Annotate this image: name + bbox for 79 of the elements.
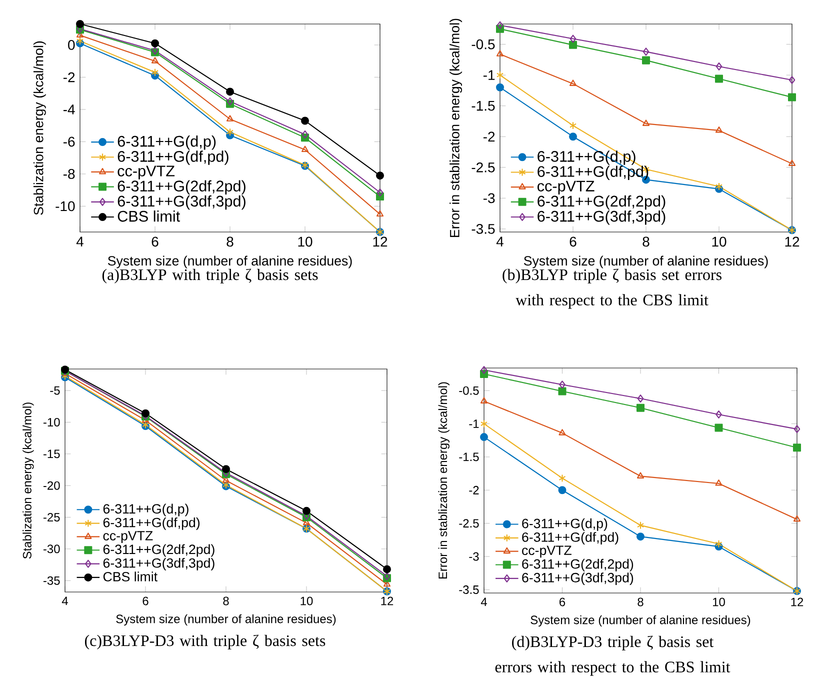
x-tick-label: 8 — [642, 236, 650, 247]
y-tick-label: -0.5 — [459, 386, 479, 395]
y-tick-label: -3.5 — [472, 224, 495, 234]
x-tick-label: 4 — [480, 598, 487, 606]
y-axis-title: Error in stablization energy (kcal/mol) — [438, 382, 450, 579]
y-tick-label: -6 — [63, 136, 75, 147]
legend-label: 6-311++G(2df,2pd) — [118, 180, 246, 195]
legend-label: 6-311++G(d,p) — [118, 135, 216, 150]
y-tick-label: -1.5 — [459, 452, 479, 462]
legend-label: 6-311++G(d,p) — [522, 518, 608, 531]
y-axis-title: Stablization energy (kcal/mol) — [33, 41, 46, 215]
y-tick-label: -25 — [43, 513, 60, 522]
legend-label: 6-311++G(2df,2pd) — [538, 195, 666, 210]
legend-label: 6-311++G(3df,3pd) — [118, 195, 246, 210]
text: (b)B3LYP triple ζ basis set errors with respect to the CBS limit — [502, 268, 722, 309]
x-tick-label: 4 — [76, 236, 84, 246]
x-tick-label: 4 — [496, 236, 504, 246]
y-tick-label: 0 — [68, 40, 75, 50]
x-tick-label: 12 — [785, 236, 800, 246]
x-tick-label: 12 — [791, 598, 804, 606]
y-tick-label: -20 — [43, 481, 60, 490]
y-tick-label: -35 — [43, 576, 60, 585]
x-tick-label: 6 — [152, 236, 158, 247]
legend-label: cc-pVTZ — [538, 180, 594, 195]
y-tick-label: -1.5 — [472, 100, 495, 111]
legend-label: 6-311++G(df,pd) — [118, 150, 228, 165]
y-tick-label: -5 — [50, 386, 60, 395]
y-tick-label: -8 — [63, 169, 75, 179]
x-axis-title: System size (number of alanine residues) — [108, 256, 352, 268]
legend-label: 6-311++G(3df,3pd) — [103, 558, 214, 570]
y-tick-label: -10 — [56, 201, 75, 212]
y-tick-label: -3 — [469, 552, 479, 561]
x-tick-label: 8 — [638, 598, 644, 606]
x-tick-label: 6 — [570, 236, 576, 247]
x-tick-label: 12 — [381, 596, 394, 606]
x-tick-label: 10 — [298, 236, 312, 247]
legend-label: 6-311++G(3df,3pd) — [522, 572, 634, 585]
x-tick-label: 8 — [226, 236, 234, 247]
y-tick-label: -15 — [43, 450, 60, 458]
legend-label: 6-311++G(2df,2pd) — [103, 544, 214, 557]
y-tick-label: -10 — [43, 418, 60, 426]
x-tick-label: 12 — [373, 236, 388, 246]
y-tick-label: -3 — [483, 193, 495, 204]
legend-label: cc-pVTZ — [103, 531, 153, 544]
x-tick-label: 6 — [560, 598, 566, 606]
y-axis-title: Error in stablization energy (kcal/mol) — [450, 18, 462, 237]
text: (c)B3LYP-D3 with triple ζ basis sets — [84, 634, 326, 650]
text: (a)B3LYP with triple ζ basis sets — [102, 268, 318, 284]
x-axis-title: System size (number of alanine residues) — [530, 615, 750, 627]
legend-label: 6-311++G(3df,3pd) — [538, 210, 666, 225]
text: (d)B3LYP-D3 triple ζ basis set errors with respect to the CBS limit — [495, 636, 730, 676]
x-tick-label: 10 — [300, 596, 313, 606]
legend-label: cc-pVTZ — [118, 166, 175, 180]
x-tick-label: 10 — [713, 598, 725, 606]
x-tick-label: 8 — [223, 596, 229, 606]
legend-label: CBS limit — [103, 572, 158, 582]
y-tick-label: -2.5 — [459, 519, 479, 528]
y-tick-label: -2 — [483, 132, 495, 142]
legend-label: CBS limit — [118, 210, 180, 222]
x-tick-label: 10 — [712, 236, 726, 247]
x-axis-title: System size (number of alanine residues) — [116, 614, 336, 626]
y-tick-label: -2 — [469, 486, 479, 494]
y-tick-label: -2.5 — [472, 162, 495, 172]
y-tick-label: -1 — [469, 420, 479, 428]
legend-label: 6-311++G(d,p) — [103, 504, 188, 516]
legend-label: cc-pVTZ — [522, 546, 572, 558]
y-tick-label: -2 — [63, 72, 75, 82]
y-tick-label: -4 — [63, 104, 75, 114]
x-tick-label: 4 — [62, 596, 68, 605]
y-tick-label: -3.5 — [459, 585, 479, 594]
x-tick-label: 6 — [142, 596, 148, 606]
y-tick-label: -0.5 — [472, 39, 495, 50]
x-axis-title: System size (number of alanine residues) — [524, 256, 768, 268]
legend-label: 6-311++G(df,pd) — [522, 532, 618, 545]
legend-label: 6-311++G(2df,2pd) — [522, 558, 634, 572]
y-axis-title: Stablization energy (kcal/mol) — [22, 402, 34, 559]
legend-label: 6-311++G(df,pd) — [103, 517, 200, 530]
y-tick-label: -1 — [483, 70, 495, 80]
y-tick-label: -30 — [43, 544, 60, 554]
